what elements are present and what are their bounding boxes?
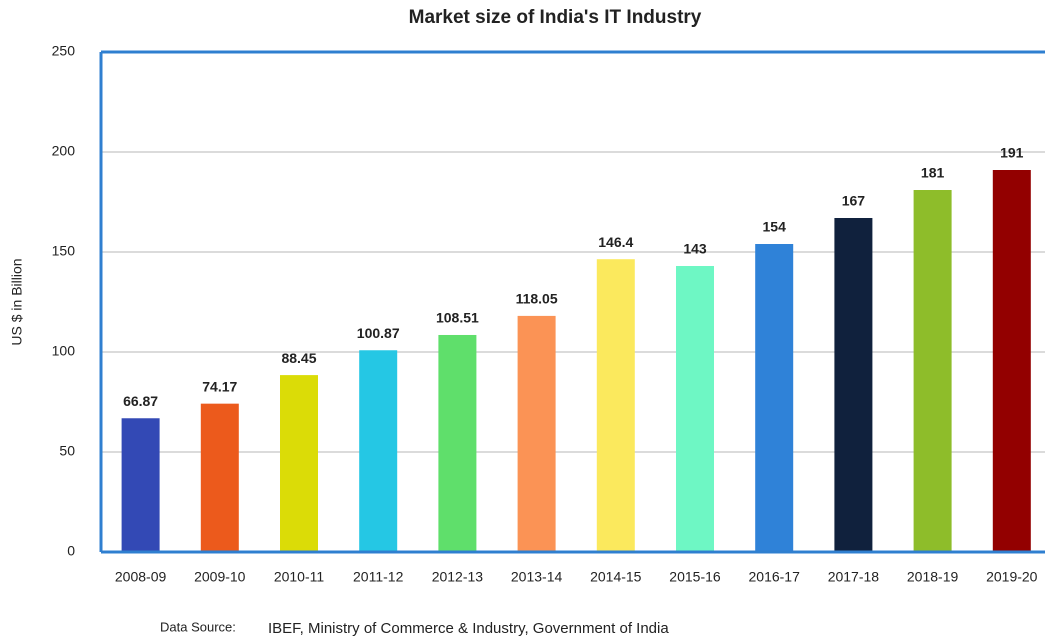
data-label: 108.51	[436, 310, 479, 326]
data-label: 191	[1000, 145, 1024, 161]
bar	[834, 218, 873, 552]
y-tick-label: 200	[52, 143, 76, 159]
x-tick-label: 2014-15	[590, 569, 642, 585]
x-tick-label: 2008-09	[115, 569, 167, 585]
bar	[676, 266, 714, 552]
data-label: 100.87	[357, 325, 400, 341]
bar	[755, 244, 794, 552]
x-tick-label: 2012-13	[432, 569, 484, 585]
data-label: 118.05	[516, 291, 558, 307]
bar	[517, 315, 556, 552]
data-label: 143	[683, 241, 707, 257]
y-tick-label: 100	[52, 343, 76, 359]
bar	[913, 190, 952, 552]
bar	[596, 259, 635, 552]
data-label: 88.45	[281, 350, 316, 366]
x-tick-label: 2009-10	[194, 569, 246, 585]
x-tick-label: 2015-16	[669, 569, 721, 585]
x-tick-label: 2010-11	[274, 569, 325, 585]
data-label: 146.4	[598, 234, 633, 250]
bar	[992, 170, 1031, 552]
y-tick-label: 150	[52, 243, 76, 259]
chart-title: Market size of India's IT Industry	[409, 7, 702, 28]
y-tick-label: 0	[67, 543, 75, 559]
bar	[200, 403, 239, 552]
data-label: 66.87	[123, 393, 158, 409]
bar	[438, 334, 477, 552]
source: IBEF, Ministry of Commerce & Industry, G…	[268, 620, 669, 637]
x-tick-label: 2017-18	[828, 569, 880, 585]
data-label: 74.17	[202, 378, 237, 394]
data-label: 167	[842, 193, 866, 209]
bar	[359, 350, 398, 552]
x-tick-label: 2019-20	[986, 569, 1038, 585]
source-label: Data Source:	[160, 619, 236, 634]
bar	[280, 375, 318, 552]
bar	[121, 418, 160, 552]
data-label: 154	[763, 219, 787, 235]
x-tick-label: 2013-14	[511, 569, 563, 585]
x-tick-label: 2018-19	[907, 569, 959, 585]
x-tick-label: 2011-12	[353, 569, 404, 585]
y-tick-label: 50	[59, 443, 75, 459]
data-label: 181	[921, 165, 945, 181]
y-tick-label: 250	[52, 43, 76, 59]
x-tick-label: 2016-17	[749, 569, 801, 585]
y-axis-label: US $ in Billion	[9, 258, 25, 345]
